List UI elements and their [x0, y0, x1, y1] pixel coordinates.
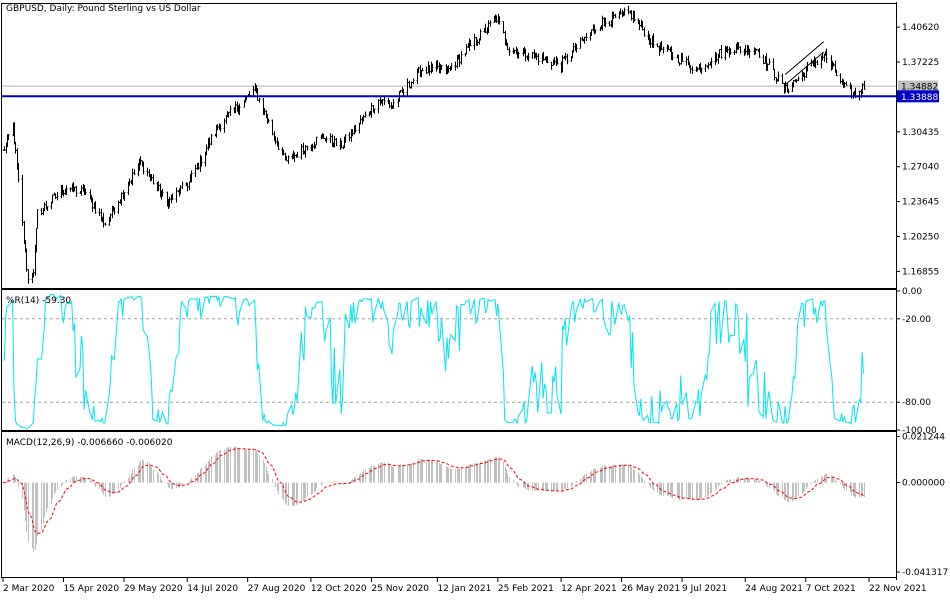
- wr-tick-label: -80.00: [902, 398, 931, 408]
- macd-indicator-title: MACD(12,26,9) -0.006660 -0.006020: [6, 438, 173, 448]
- macd-pane[interactable]: [3, 446, 865, 553]
- macd-tick-label: 0.000000: [902, 479, 945, 489]
- current-price-label: 1.33888: [901, 93, 938, 103]
- bid-price-label-bg: [898, 80, 938, 92]
- date-tick-label: 14 Jul 2020: [187, 584, 238, 594]
- price-tick-label: 1.40620: [902, 23, 939, 33]
- date-tick-label: 25 Nov 2020: [371, 584, 429, 594]
- wr-tick-label: 0.00: [902, 287, 922, 297]
- wr-tick-label: -20.00: [902, 315, 931, 325]
- current-price-label-bg: [897, 90, 939, 103]
- date-tick-label: 2 Mar 2020: [3, 584, 55, 594]
- symbol-title: GBPUSD, Daily: Pound Sterling vs US Doll…: [6, 4, 201, 14]
- bid-price-label: 1.34882: [901, 83, 938, 93]
- date-tick-label: 9 Jul 2021: [682, 584, 727, 594]
- price-pane-frame: [1, 3, 897, 289]
- price-tick-label: 1.16855: [902, 267, 939, 277]
- price-tick-label: 1.23645: [902, 198, 939, 208]
- date-tick-label: 7 Oct 2021: [806, 584, 856, 594]
- macd-pane-frame: [1, 431, 897, 578]
- wr-indicator-title: %R(14) -59.30: [6, 296, 71, 306]
- date-tick-label: 27 Aug 2020: [248, 584, 306, 594]
- date-tick-label: 12 Jan 2021: [437, 584, 491, 594]
- wr-tick-label: -100.00: [902, 426, 937, 436]
- axes: 1.40620 1.37225 1.30435 1.27040 1.23645 1.202…: [1, 2, 948, 594]
- date-tick-label: 24 Aug 2021: [745, 584, 803, 594]
- channel-upper-line[interactable]: [784, 41, 824, 75]
- date-tick-label: 25 Feb 2021: [498, 584, 554, 594]
- date-tick-label: 29 May 2020: [124, 584, 183, 594]
- price-tick-label: 1.20250: [902, 232, 939, 242]
- wr-pane-frame: [1, 289, 897, 431]
- channel-lower-line[interactable]: [784, 51, 824, 86]
- price-tick-label: 1.27040: [902, 163, 939, 173]
- date-tick-label: 12 Apr 2021: [561, 584, 617, 594]
- date-tick-label: 12 Oct 2020: [311, 584, 367, 594]
- price-tick-label: 1.30435: [902, 128, 939, 138]
- price-tick-label: 1.37225: [902, 58, 939, 68]
- price-pane[interactable]: [2, 5, 896, 284]
- macd-tick-label: -0.041317: [902, 568, 948, 578]
- wr-line[interactable]: [2, 293, 864, 429]
- macd-signal-line[interactable]: [3, 448, 864, 535]
- macd-tick-label: 0.021244: [902, 433, 945, 443]
- date-tick-label: 15 Apr 2020: [63, 584, 119, 594]
- date-tick-label: 22 Nov 2021: [869, 584, 927, 594]
- date-tick-label: 26 May 2021: [622, 584, 681, 594]
- williams-r-pane[interactable]: [2, 293, 896, 429]
